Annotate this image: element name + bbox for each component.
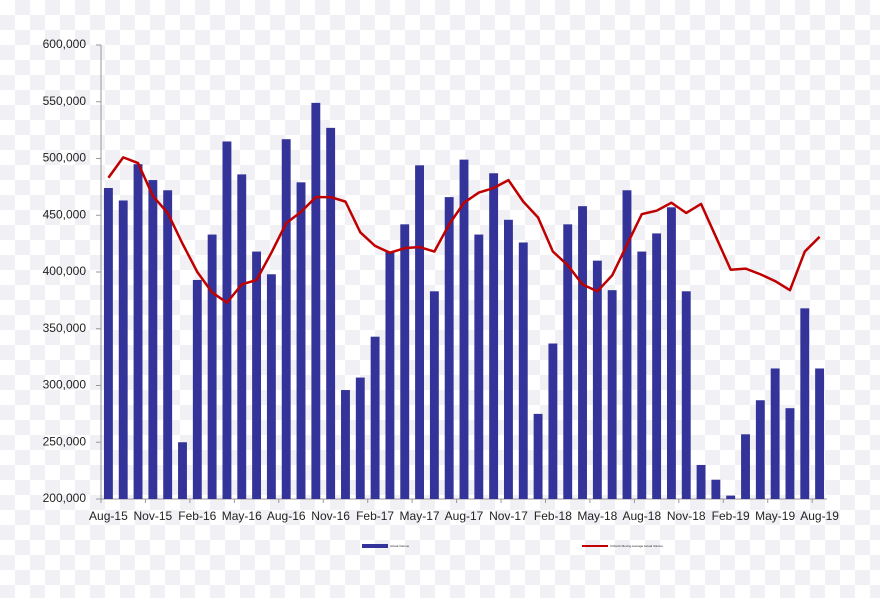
x-tick-label: Aug-17 — [445, 509, 484, 523]
bar — [652, 233, 662, 499]
bar — [622, 190, 632, 499]
line — [107, 156, 821, 304]
x-tick-label: Nov-17 — [489, 509, 528, 523]
bar — [415, 165, 424, 499]
x-tick-label: Feb-18 — [534, 509, 572, 523]
x-tick-label: Aug-15 — [89, 509, 128, 523]
x-tick-label: Nov-15 — [134, 509, 173, 523]
bar — [726, 495, 736, 499]
bar — [296, 182, 306, 499]
x-tick-label: Feb-16 — [178, 509, 216, 523]
legend-label: 3 Month Moving Average Actual Volume — [610, 544, 663, 548]
x-tick-label: Aug-18 — [622, 509, 661, 523]
y-tick-label: 450,000 — [43, 207, 87, 221]
bar — [711, 479, 721, 499]
bar — [592, 260, 602, 499]
x-tick-label: Feb-19 — [712, 509, 750, 523]
x-tick-label: Nov-18 — [667, 509, 706, 523]
bar — [666, 207, 676, 499]
x-tick-label: Aug-16 — [267, 509, 306, 523]
bar — [607, 290, 617, 499]
bar — [103, 188, 113, 499]
bar — [518, 242, 528, 500]
x-tick-label: May-16 — [222, 509, 262, 523]
bar — [178, 442, 187, 499]
y-tick-label: 550,000 — [43, 94, 87, 108]
bar — [429, 291, 439, 499]
bar — [266, 274, 276, 499]
legend-swatch — [362, 544, 388, 548]
bar — [163, 190, 173, 499]
bar — [637, 251, 647, 499]
bar — [800, 308, 810, 499]
bar — [504, 219, 513, 500]
bar — [696, 464, 706, 499]
y-tick-label: 600,000 — [43, 37, 87, 51]
y-tick-label: 300,000 — [43, 378, 87, 392]
bar — [281, 139, 291, 499]
y-tick-label: 250,000 — [43, 434, 87, 448]
legend-label: Actual Volume — [390, 544, 410, 548]
y-tick-label: 400,000 — [43, 264, 87, 278]
bar — [681, 291, 691, 499]
y-tick-label: 500,000 — [43, 151, 87, 165]
bar — [222, 141, 232, 499]
y-tick-label: 200,000 — [43, 491, 87, 505]
bar — [815, 368, 825, 499]
bar — [770, 368, 780, 499]
x-tick-label: May-17 — [400, 509, 440, 523]
bar — [133, 164, 143, 500]
x-tick-label: May-19 — [755, 509, 795, 523]
bar — [741, 434, 750, 499]
bar — [489, 173, 499, 499]
bar — [326, 127, 336, 499]
bar — [252, 251, 262, 499]
bar — [578, 206, 587, 500]
bar — [444, 197, 454, 499]
bar — [755, 400, 765, 499]
bar — [355, 377, 365, 499]
bar — [237, 174, 247, 499]
bar — [207, 234, 217, 500]
y-tick-label: 350,000 — [43, 321, 87, 335]
bar — [474, 234, 484, 500]
bar — [148, 180, 158, 499]
x-tick-label: Aug-19 — [800, 509, 839, 523]
x-tick-label: Nov-16 — [311, 509, 350, 523]
bar — [400, 224, 410, 499]
bar — [533, 413, 543, 499]
bar — [311, 102, 321, 499]
bar — [785, 408, 795, 499]
bar — [118, 200, 128, 499]
bar — [192, 279, 202, 499]
bar — [341, 390, 350, 499]
bar — [370, 336, 380, 499]
bar — [563, 224, 573, 499]
bar — [548, 343, 558, 499]
x-tick-label: Feb-17 — [356, 509, 394, 523]
bar — [459, 159, 469, 499]
x-tick-label: May-18 — [577, 509, 617, 523]
bar — [385, 251, 395, 499]
